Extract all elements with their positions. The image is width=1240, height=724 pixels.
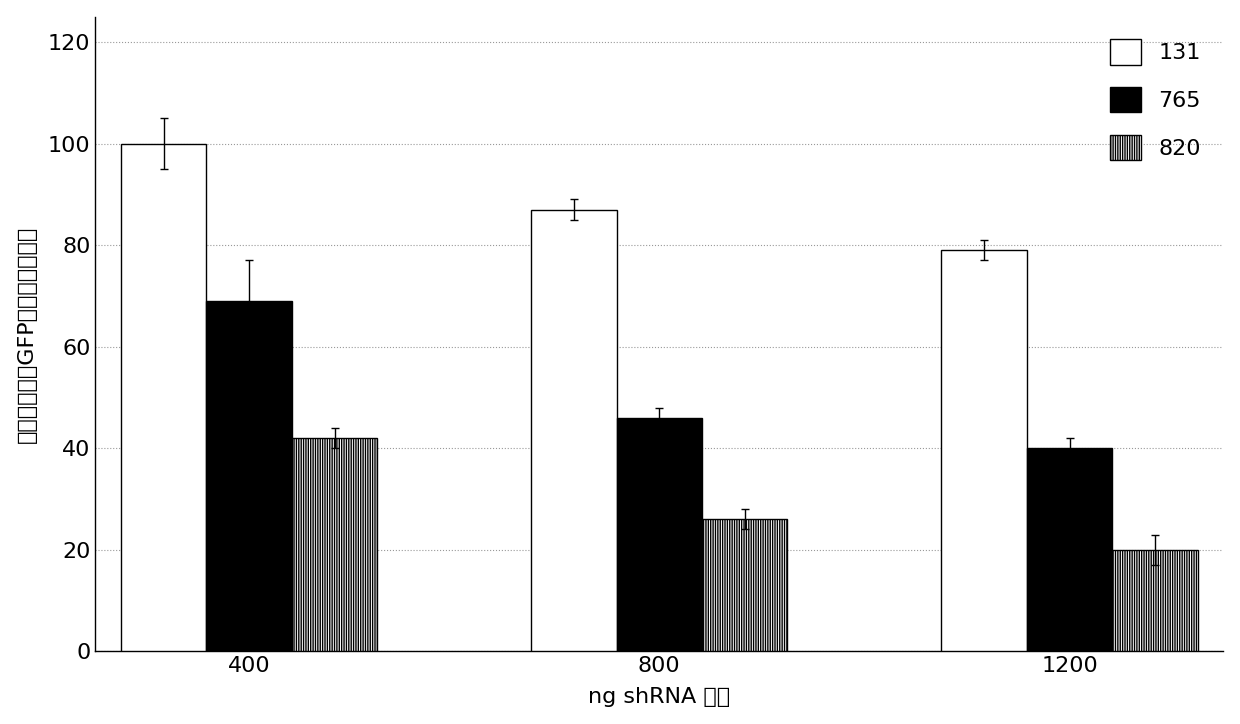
X-axis label: ng shRNA 质粒: ng shRNA 质粒 <box>588 687 730 707</box>
Bar <box>702 519 787 652</box>
Bar <box>531 210 616 652</box>
Bar <box>206 301 291 652</box>
Bar <box>291 438 377 652</box>
Y-axis label: 相对于对照的GFP阳性细胞百分比: 相对于对照的GFP阳性细胞百分比 <box>16 225 37 442</box>
Bar <box>122 143 206 652</box>
Legend: 131, 765, 820: 131, 765, 820 <box>1099 28 1213 172</box>
Bar <box>1112 550 1198 652</box>
Bar <box>616 418 702 652</box>
Bar <box>1027 448 1112 652</box>
Bar <box>941 251 1027 652</box>
